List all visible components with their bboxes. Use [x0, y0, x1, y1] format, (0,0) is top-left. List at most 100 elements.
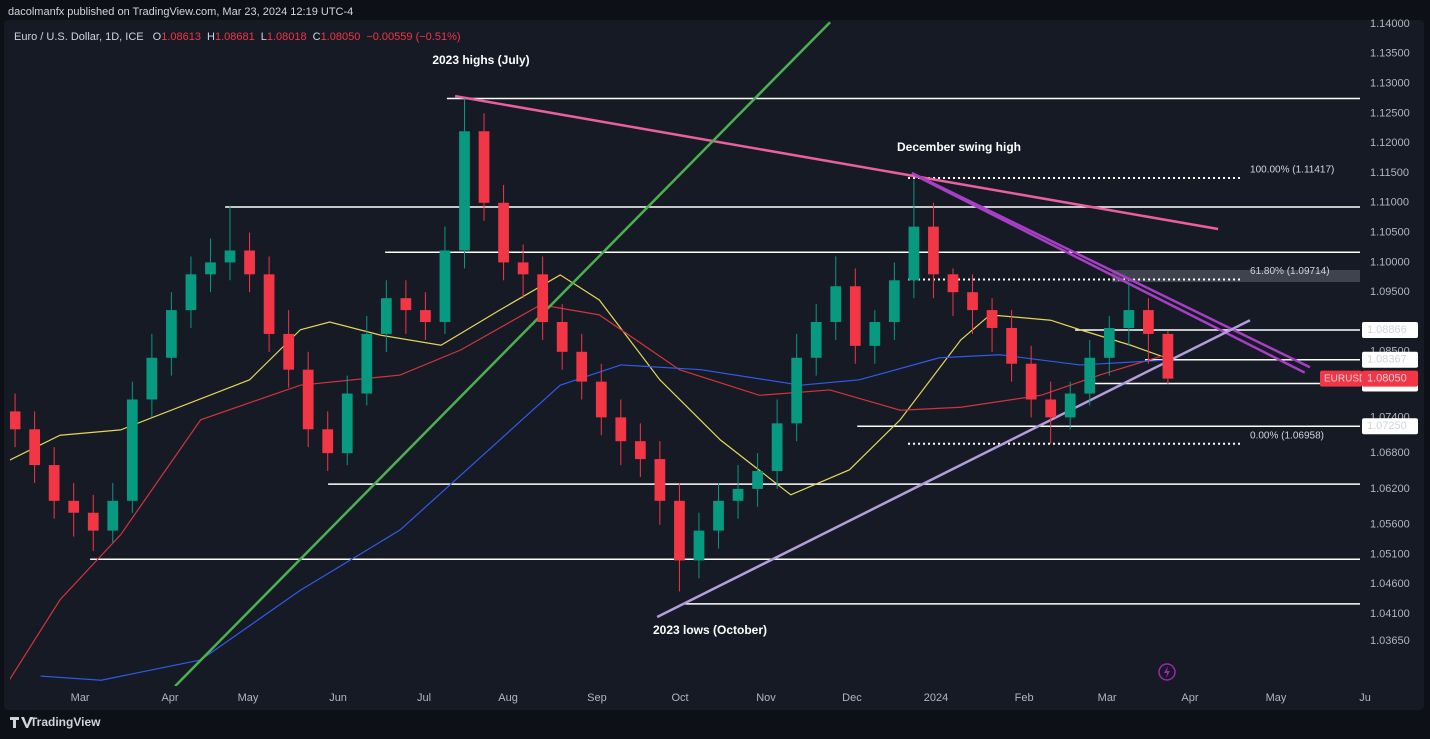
candle-body	[68, 500, 80, 513]
candle-body	[29, 429, 40, 466]
x-tick-label: Jul	[417, 692, 431, 704]
y-tick-label: 1.06200	[1370, 483, 1410, 495]
y-tick-label: 1.03650	[1370, 635, 1410, 647]
series-line	[10, 304, 1167, 681]
candle-body	[10, 411, 21, 430]
x-tick-label: 2024	[924, 692, 948, 704]
last-price-symbol-box	[1320, 370, 1362, 387]
annotation: 2023 highs (July)	[432, 53, 529, 67]
y-tick-label: 1.06800	[1370, 447, 1410, 459]
candle-body	[126, 399, 138, 501]
candle-body	[888, 280, 900, 323]
candle-body	[1084, 357, 1096, 394]
symbol-legend: Euro / U.S. Dollar, 1D, ICE O1.08613 H1.0…	[14, 31, 461, 43]
x-tick-label: Feb	[1015, 692, 1034, 704]
candle-body	[634, 441, 646, 460]
ohlc-key: L	[261, 31, 267, 43]
candle-body	[1006, 327, 1017, 364]
candle-body	[380, 298, 392, 334]
x-tick-label: Mar	[1098, 692, 1117, 704]
y-tick-label: 1.14000	[1370, 18, 1410, 30]
ohlc-value: 1.08681	[215, 31, 255, 43]
candle-body	[498, 202, 509, 263]
candle-body	[341, 393, 353, 454]
y-tick-label: 1.12000	[1370, 137, 1410, 149]
candle-body	[556, 322, 568, 352]
candle-body	[107, 500, 119, 531]
series-line	[911, 171, 1311, 369]
candle-body	[48, 465, 60, 501]
x-tick-label: Oct	[671, 692, 688, 704]
candle-body	[849, 286, 861, 346]
brand-logo	[10, 717, 33, 728]
y-tick-label: 1.05600	[1370, 519, 1410, 531]
level-price-box	[1362, 321, 1418, 338]
candle-body	[1025, 363, 1037, 400]
candle-body	[693, 530, 705, 561]
ohlc-key: O	[153, 31, 162, 43]
candle-body	[654, 459, 666, 501]
y-tick-label: 1.13500	[1370, 48, 1410, 60]
y-tick-label: 1.05100	[1370, 548, 1410, 560]
y-tick-label: 1.11500	[1370, 167, 1409, 179]
candle-body	[283, 333, 295, 370]
candle-body	[1143, 310, 1154, 334]
last-price-box	[1362, 370, 1418, 387]
candle-body	[752, 471, 763, 489]
candle-body	[595, 381, 607, 418]
candle-body	[244, 250, 255, 275]
candle-body	[185, 274, 197, 311]
candle-body	[615, 417, 627, 442]
candle-body	[1103, 327, 1115, 358]
ohlc-value: 1.08613	[161, 31, 201, 43]
candle-body	[986, 310, 998, 328]
fib-label: 61.80% (1.09714)	[1250, 266, 1330, 277]
candle-body	[517, 262, 529, 275]
y-tick-label: 1.04100	[1370, 608, 1410, 620]
candle-body	[361, 333, 373, 394]
candle-body	[1064, 393, 1076, 418]
candle-body	[537, 274, 549, 323]
series-line	[40, 354, 1166, 681]
publisher: dacolmanfx published on TradingView.com,…	[8, 6, 353, 18]
last-price-label: 1.08050	[1367, 373, 1407, 385]
candle-body	[947, 274, 959, 293]
x-tick-label: Ju	[1359, 692, 1371, 704]
y-tick-label: 1.04600	[1370, 578, 1410, 590]
fib-label: 0.00% (1.06958)	[1250, 430, 1324, 441]
candle-body	[1162, 333, 1174, 379]
candle-body	[302, 369, 314, 430]
ohlc-value: 1.08050	[321, 31, 361, 43]
candle-body	[967, 292, 978, 311]
ohlc-key: H	[207, 31, 215, 43]
last-price-symbol: EURUSD	[1324, 373, 1366, 384]
candle-body	[791, 357, 803, 424]
candle-body	[576, 351, 588, 382]
fib-label: 100.00% (1.11417)	[1250, 165, 1334, 176]
candle-body	[771, 423, 783, 472]
candle-body	[263, 274, 275, 334]
annotation: December swing high	[897, 140, 1021, 154]
x-tick-label: Dec	[842, 692, 862, 704]
level-price-box	[1362, 418, 1418, 435]
candle-body	[908, 226, 920, 281]
x-tick-label: May	[1266, 692, 1287, 704]
candle-body	[732, 488, 744, 501]
series-line	[919, 176, 1306, 374]
candle-body	[713, 500, 724, 531]
candle-body	[205, 262, 216, 275]
x-tick-label: Jun	[329, 692, 347, 704]
y-tick-label: 1.09500	[1370, 286, 1410, 298]
series-line	[656, 319, 1251, 619]
alert-icon	[1158, 663, 1176, 681]
y-tick-label: 1.12500	[1370, 107, 1410, 119]
candle-body	[830, 286, 842, 323]
candle-body	[400, 298, 412, 311]
candle-body	[1123, 310, 1135, 328]
y-tick-label: 1.11000	[1370, 197, 1409, 209]
y-tick-label: 1.13000	[1370, 78, 1410, 90]
series-line	[10, 274, 1167, 496]
x-tick-label: Apr	[161, 692, 178, 704]
candle-body	[322, 429, 334, 454]
